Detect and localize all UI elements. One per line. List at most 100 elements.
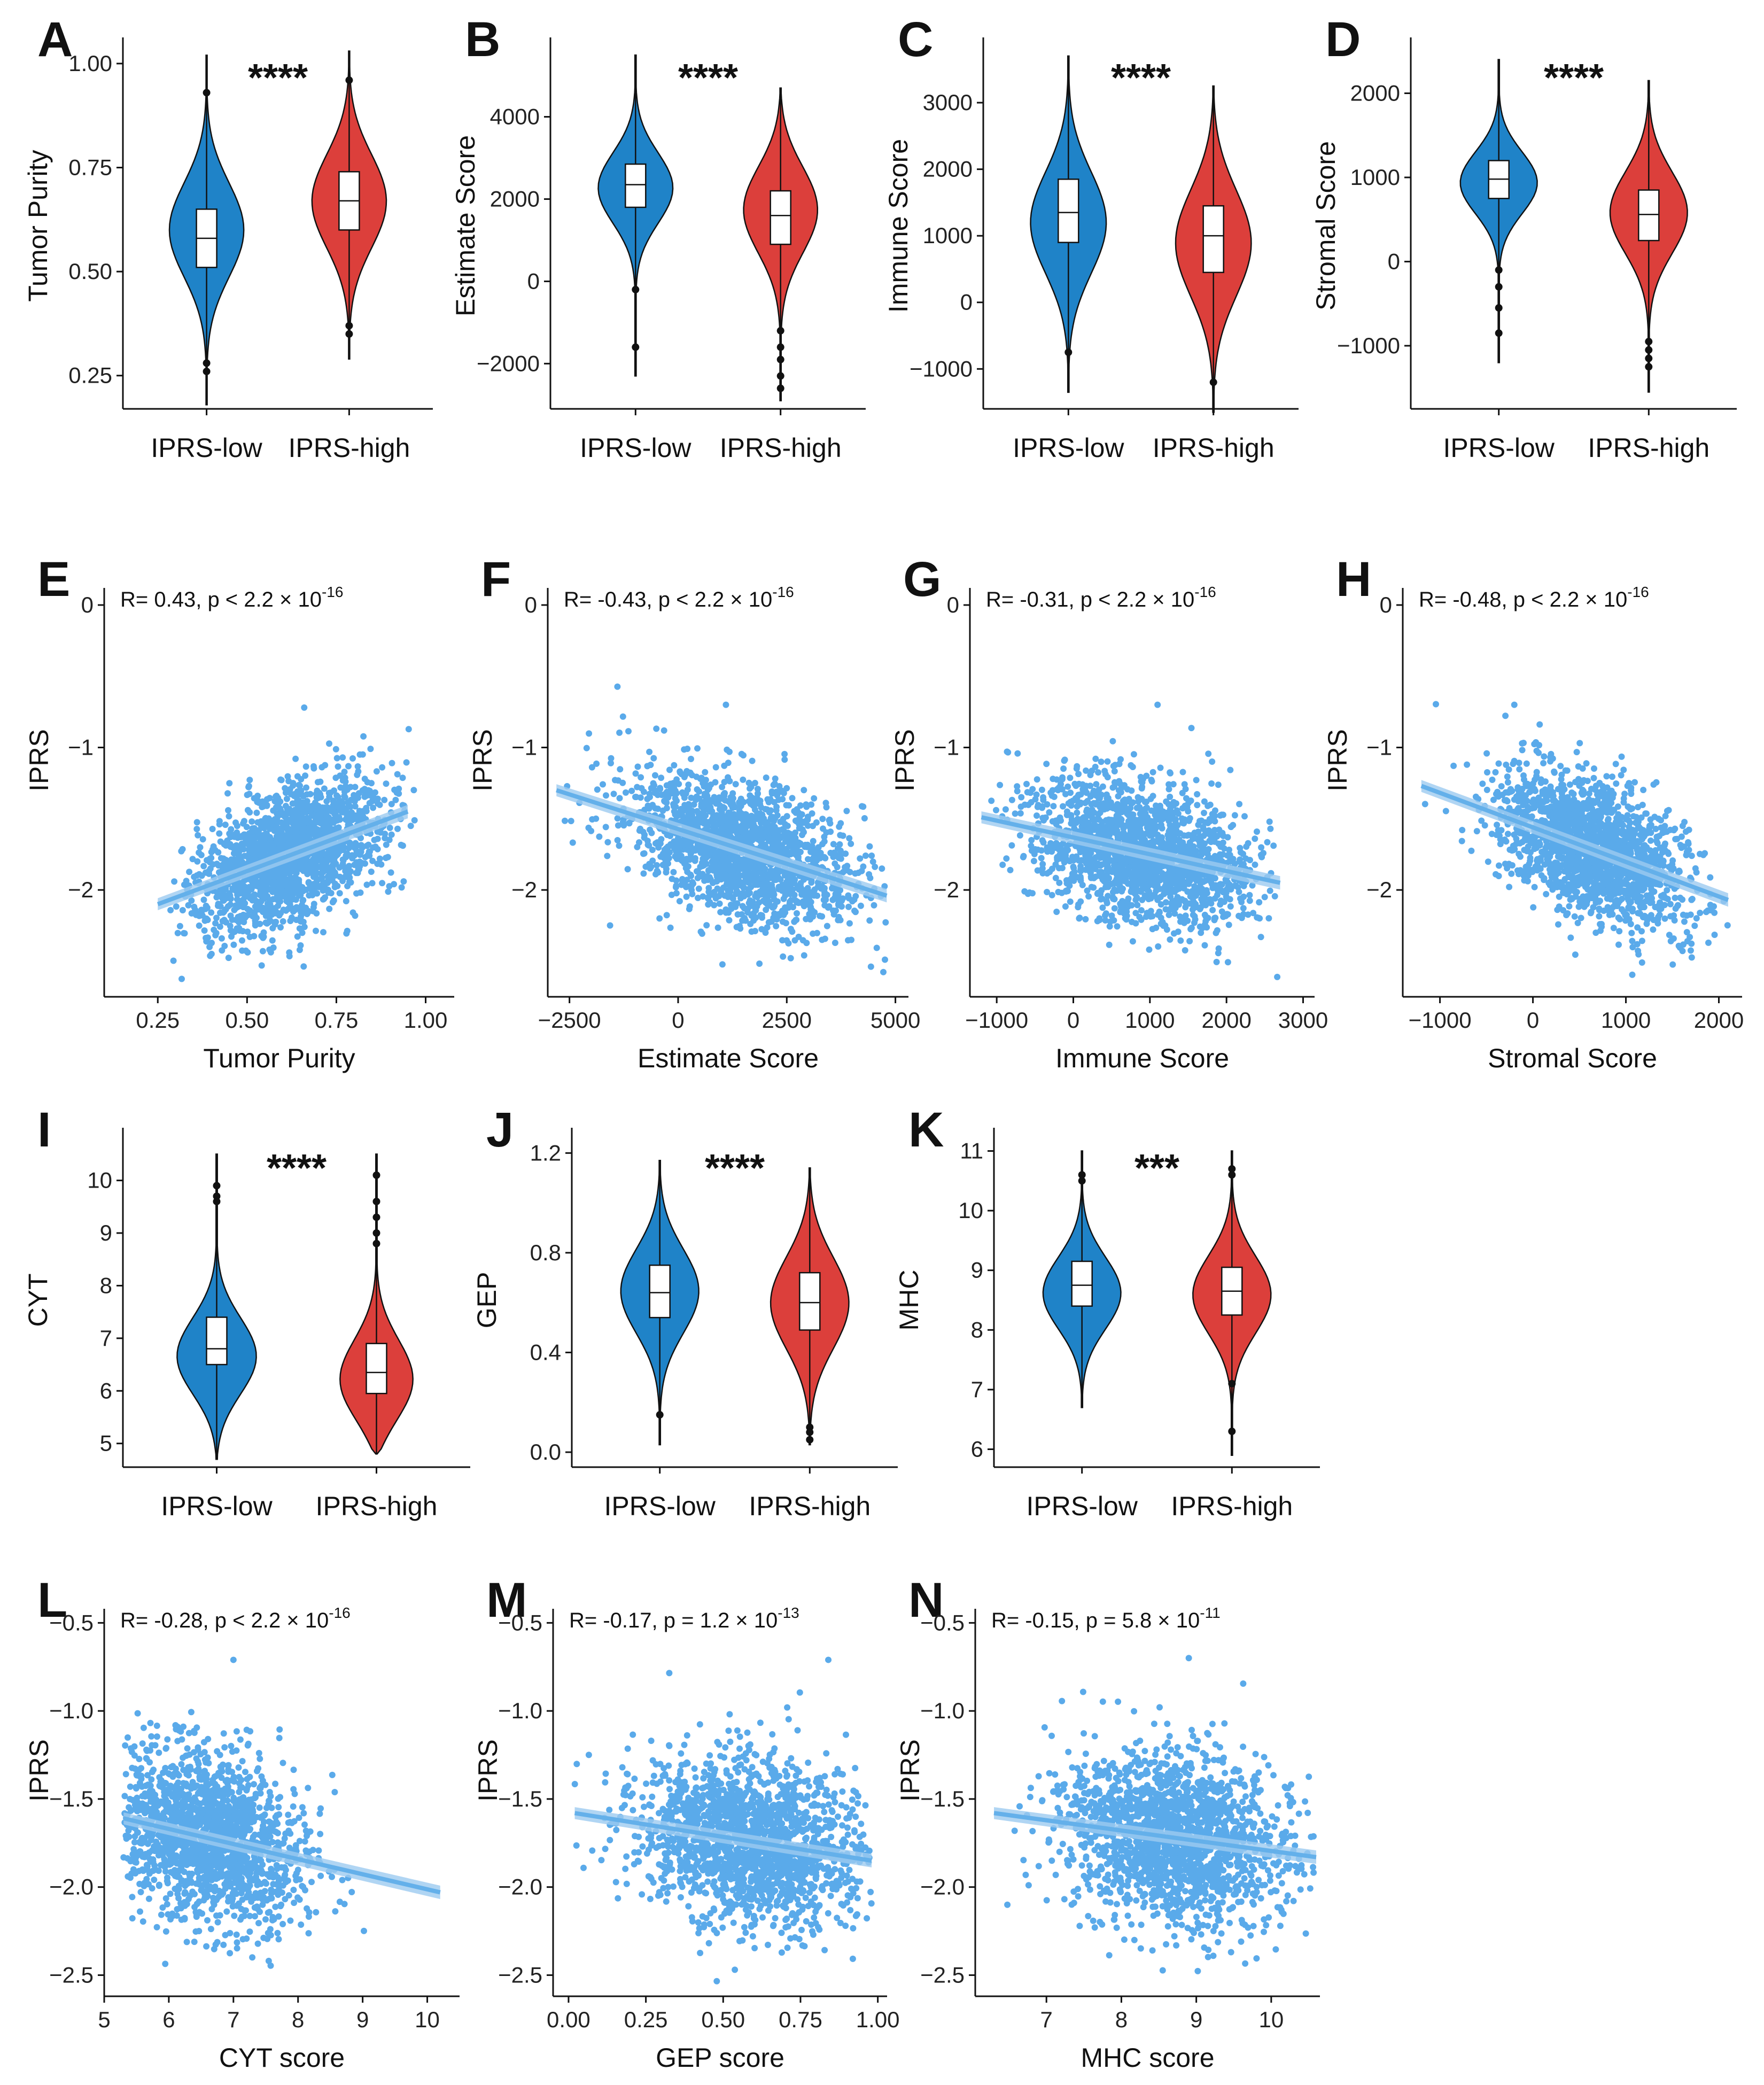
scatter-point	[830, 849, 837, 856]
scatter-point	[228, 856, 235, 863]
scatter-point	[628, 787, 635, 794]
scatter-point	[245, 784, 252, 790]
scatter-point	[713, 878, 720, 885]
scatter-point	[251, 891, 258, 898]
scatter-point	[337, 772, 344, 779]
scatter-point	[1033, 791, 1040, 798]
scatter-point	[195, 832, 201, 839]
scatter-point	[696, 872, 703, 879]
scatter-point	[1224, 959, 1231, 966]
scatter-point	[699, 863, 706, 870]
scatter-point	[768, 788, 775, 795]
scatter-point	[728, 828, 734, 835]
scatter-point	[196, 849, 203, 856]
regression-line	[157, 809, 409, 906]
scatter-point	[1095, 829, 1102, 836]
scatter-point	[283, 795, 290, 802]
scatter-point	[753, 816, 760, 823]
scatter-point	[171, 878, 178, 885]
scatter-point	[306, 892, 313, 899]
scatter-point	[297, 918, 304, 925]
scatter-point	[758, 926, 765, 933]
scatter-point	[795, 933, 802, 940]
panel-a-tumor-purity-violin: A **** 0.25 0.50 0.75 1.00 Tumor Purity IPRS-lo…	[16, 11, 438, 508]
scatter-point	[343, 854, 349, 861]
scatter-point	[794, 910, 800, 917]
scatter-point	[673, 882, 680, 889]
scatter-point	[679, 812, 686, 819]
scatter-point	[356, 866, 362, 873]
scatter-point	[1095, 769, 1101, 776]
scatter-point	[1177, 937, 1184, 944]
scatter-point	[1243, 843, 1250, 850]
scatter-point	[1102, 917, 1109, 924]
scatter-point	[196, 922, 203, 929]
scatter-point	[734, 862, 741, 869]
scatter-point	[351, 798, 358, 805]
scatter-point	[728, 801, 735, 808]
scatter-point	[693, 773, 700, 780]
scatter-point	[663, 805, 670, 811]
scatter-point	[269, 872, 276, 879]
scatter-point	[712, 851, 719, 858]
scatter-point	[170, 957, 177, 964]
y-tick-label: 0	[947, 592, 959, 617]
chart-svg-g: G R= -0.31, p < 2.2 × 10-16−2−10−1000 0 100…	[890, 552, 1328, 1073]
scatter-point	[359, 844, 366, 851]
scatter-point	[1098, 896, 1105, 903]
scatter-point	[583, 745, 590, 751]
scatter-point	[274, 818, 281, 825]
scatter-point	[819, 936, 826, 943]
scatter-point	[1261, 894, 1268, 901]
scatter-point	[307, 807, 314, 813]
scatter-point	[753, 872, 760, 878]
outlier-point	[1209, 378, 1217, 386]
p-value-exponent: -16	[1194, 584, 1216, 600]
scatter-point	[354, 763, 361, 770]
scatter-point	[855, 870, 862, 876]
scatter-point	[1124, 786, 1131, 793]
scatter-point	[369, 880, 376, 887]
scatter-point	[698, 774, 705, 781]
scatter-point	[1212, 807, 1218, 814]
y-tick-label: −1	[68, 735, 94, 760]
scatter-point	[1077, 898, 1084, 905]
scatter-point	[640, 788, 647, 795]
x-tick-label: 1.00	[404, 1007, 448, 1033]
scatter-point	[756, 891, 763, 898]
scatter-point	[763, 774, 770, 781]
y-tick-label: 0	[525, 592, 537, 617]
scatter-point	[748, 902, 755, 909]
scatter-point	[300, 963, 307, 970]
scatter-point	[783, 802, 790, 809]
y-tick-label: −1000	[910, 356, 973, 381]
scatter-point	[1062, 903, 1069, 910]
scatter-point	[235, 913, 242, 920]
scatter-point	[740, 821, 747, 828]
scatter-point	[1087, 772, 1094, 778]
scatter-point	[1175, 830, 1182, 837]
scatter-point	[858, 803, 865, 810]
scatter-point	[808, 847, 815, 854]
scatter-point	[303, 784, 309, 791]
scatter-point	[838, 903, 845, 910]
outlier-point	[1495, 283, 1503, 291]
scatter-point	[246, 830, 253, 836]
scatter-point	[638, 774, 644, 781]
scatter-point	[1208, 833, 1215, 840]
scatter-point	[842, 850, 849, 857]
scatter-point	[226, 813, 232, 820]
scatter-point	[763, 906, 770, 913]
scatter-point	[1179, 789, 1186, 796]
scatter-point	[173, 903, 180, 910]
scatter-point	[1012, 810, 1019, 817]
scatter-point	[1165, 781, 1172, 788]
scatter-point	[1249, 882, 1256, 889]
scatter-point	[176, 923, 183, 929]
scatter-point	[202, 905, 209, 912]
scatter-point	[1201, 810, 1207, 816]
scatter-point	[1236, 801, 1243, 808]
scatter-point	[653, 725, 660, 732]
scatter-point	[683, 856, 690, 863]
scatter-point	[344, 786, 351, 793]
